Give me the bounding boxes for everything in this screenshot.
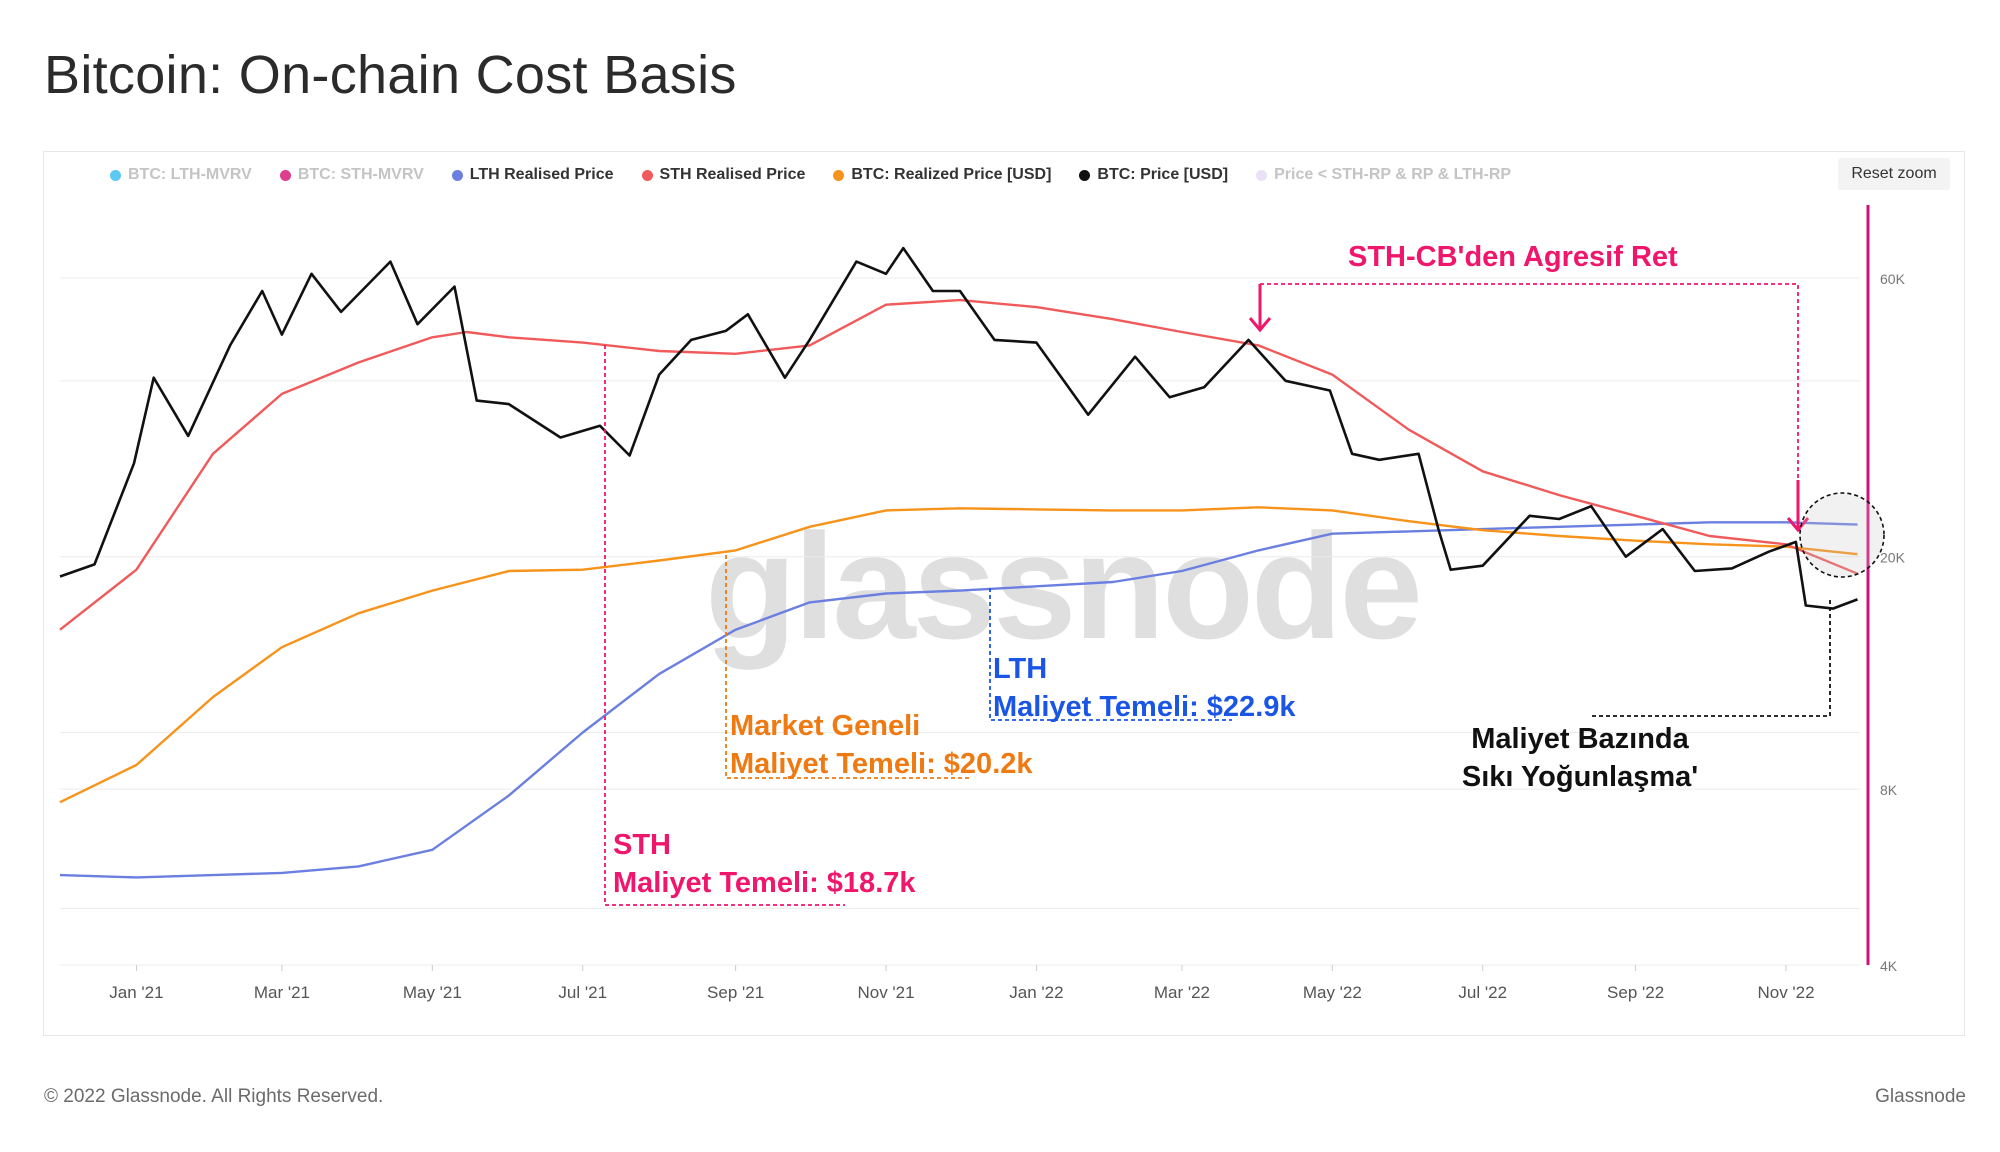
x-tick-label: Sep '21 [707, 983, 764, 1002]
x-tick-label: Mar '22 [1154, 983, 1210, 1002]
x-tick-label: Nov '21 [857, 983, 914, 1002]
x-tick-label: Sep '22 [1607, 983, 1664, 1002]
rejection-guide-dashed [1260, 283, 1799, 490]
legend-dot [833, 169, 845, 181]
x-tick-label: Jul '21 [558, 983, 607, 1002]
sth-guide-dashed [604, 345, 845, 906]
legend-item-realized-price[interactable]: BTC: Realized Price [USD] [833, 166, 1051, 184]
x-tick-label: Jul '22 [1458, 983, 1507, 1002]
legend-dot [641, 169, 653, 181]
legend-item-price-below-rp[interactable]: Price < STH-RP & RP & LTH-RP [1256, 166, 1511, 184]
y-tick-label: 20K [1880, 550, 1906, 566]
series-line-btc-price-usd [59, 246, 1858, 610]
y-tick-label: 8K [1880, 782, 1898, 798]
annotation-sth-value: Maliyet Temeli: $18.7k [613, 867, 916, 899]
legend-dot [279, 169, 291, 181]
series-line-lth-realised-price [59, 521, 1858, 879]
x-tick-label: May '21 [403, 983, 462, 1002]
legend-item-sth-mvrv[interactable]: BTC: STH-MVRV [279, 166, 424, 184]
annotation-guides [604, 205, 1885, 965]
legend-label: Price < STH-RP & RP & LTH-RP [1274, 166, 1512, 183]
legend-item-sth-realised-price[interactable]: STH Realised Price [641, 166, 806, 184]
legend-item-btc-price[interactable]: BTC: Price [USD] [1079, 166, 1228, 184]
x-axis-ticks: Jan '21 Mar '21 May '21 Jul '21 Sep '21 Nov '… [109, 965, 1815, 1002]
market-guide-dashed [725, 555, 970, 779]
annotation-concentration-line1: Maliyet Bazında [1471, 723, 1689, 755]
y-axis-ticks: 60K 20K 8K 4K [1880, 271, 1906, 974]
annotation-concentration: Maliyet Bazında Sıkı Yoğunlaşma' [1462, 720, 1698, 796]
watermark-logo: glassnode [705, 502, 1423, 670]
annotation-lth-title: LTH [993, 653, 1048, 685]
grid-lines [60, 277, 1860, 966]
series-line-sth-realised-price [59, 298, 1858, 631]
annotation-lth-value: Maliyet Temeli: $22.9k [993, 691, 1296, 723]
annotation-market-cost-basis: Market Geneli Maliyet Temeli: $20.2k [730, 707, 1033, 783]
page-title: Bitcoin: On-chain Cost Basis [44, 45, 737, 105]
legend-item-lth-mvrv[interactable]: BTC: LTH-MVRV [110, 166, 252, 184]
legend-label: BTC: Price [USD] [1097, 166, 1229, 183]
annotation-market-value: Maliyet Temeli: $20.2k [730, 748, 1033, 780]
cross-arrow-head [1786, 517, 1810, 533]
x-tick-label: Mar '21 [254, 983, 310, 1002]
legend-dot [1079, 169, 1091, 181]
legend-dot [1256, 169, 1268, 181]
y-tick-label: 4K [1880, 958, 1898, 974]
y-tick-label: 60K [1880, 271, 1906, 287]
annotation-market-title: Market Geneli [730, 710, 921, 742]
chart-frame [43, 151, 1965, 1036]
lth-guide-dashed [989, 588, 1232, 721]
rejection-arrow-head [1248, 317, 1272, 333]
legend-dot [110, 169, 121, 181]
legend-label: STH Realised Price [659, 166, 806, 183]
brand-text[interactable]: Glassnode [1875, 1086, 1966, 1107]
annotation-concentration-line2: Sıkı Yoğunlaşma' [1461, 761, 1699, 793]
series-line-btc-realized-price-usd [59, 506, 1858, 804]
legend-label: BTC: LTH-MVRV [128, 166, 252, 183]
x-tick-label: Nov '22 [1757, 983, 1814, 1002]
legend-label: BTC: STH-MVRV [297, 166, 424, 183]
legend-item-lth-realised-price[interactable]: LTH Realised Price [451, 166, 614, 184]
convergence-circle [1799, 492, 1885, 578]
series-layer [59, 246, 1858, 879]
x-tick-label: Jan '21 [109, 983, 163, 1002]
chart-legend: BTC: LTH-MVRV BTC: STH-MVRV LTH Realised… [110, 166, 1539, 184]
legend-dot [451, 169, 463, 181]
reset-zoom-button[interactable]: Reset zoom [1838, 158, 1950, 190]
x-tick-label: May '22 [1303, 983, 1362, 1002]
annotation-sth-title: STH [613, 829, 671, 861]
copyright-text: © 2022 Glassnode. All Rights Reserved. [44, 1086, 384, 1107]
annotation-lth-cost-basis: LTH Maliyet Temeli: $22.9k [993, 650, 1296, 726]
annotation-sth-rejection: STH-CB'den Agresif Ret [1348, 241, 1678, 273]
concentration-guide-dashed [1590, 600, 1831, 717]
x-tick-label: Jan '22 [1009, 983, 1063, 1002]
legend-label: LTH Realised Price [469, 166, 614, 183]
annotation-sth-cost-basis: STH Maliyet Temeli: $18.7k [613, 826, 916, 902]
legend-label: BTC: Realized Price [USD] [851, 166, 1052, 183]
